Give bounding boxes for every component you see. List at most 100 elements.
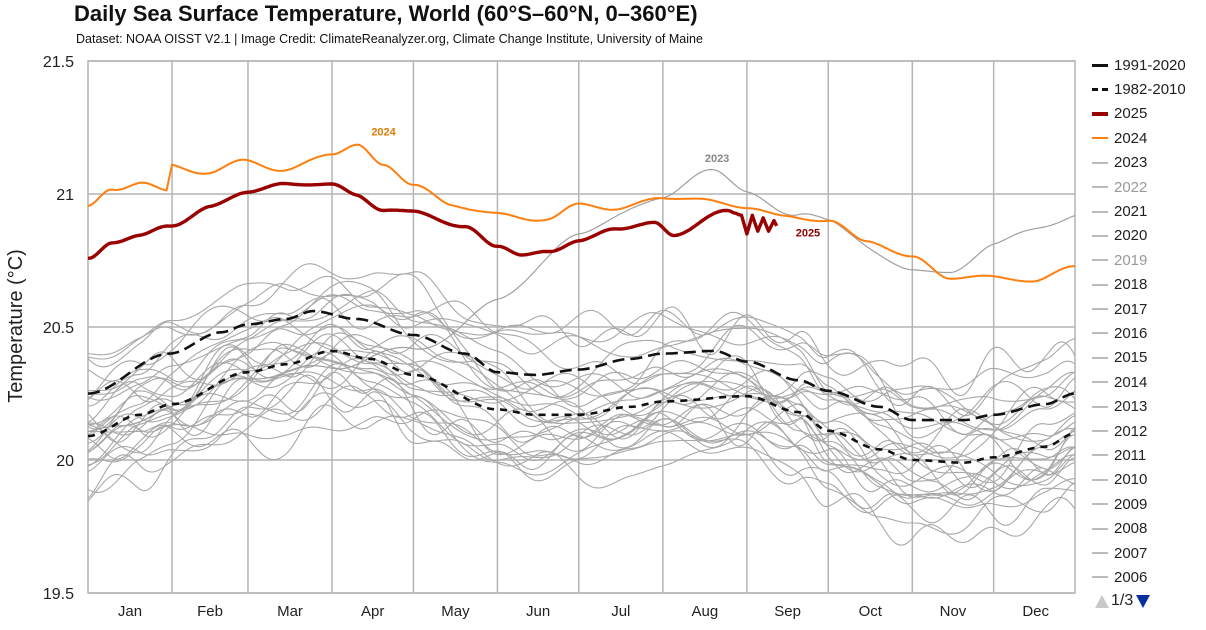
legend-item-2025[interactable]: 2025	[1092, 102, 1206, 126]
legend-label: 2022	[1114, 178, 1148, 196]
series-line-2025	[87, 181, 779, 260]
series-line-2012	[87, 342, 1076, 498]
series-line-earlier-years-9	[87, 325, 1076, 454]
legend-swatch-icon	[1092, 308, 1108, 311]
legend-label: 2013	[1114, 398, 1148, 416]
legend-label: 2025	[1114, 105, 1148, 123]
y-tick-label: 20	[56, 453, 74, 470]
legend-label: 2017	[1114, 300, 1148, 318]
legend-item-2015[interactable]: 2015	[1092, 346, 1206, 370]
legend-page-down-icon[interactable]	[1136, 594, 1151, 608]
legend-swatch-icon	[1092, 527, 1108, 530]
legend-label: 2014	[1114, 373, 1148, 391]
legend-item-2022[interactable]: 2022	[1092, 175, 1206, 199]
legend-label: 2008	[1114, 520, 1148, 538]
series-line-2018	[87, 323, 1076, 487]
series-line-earlier-years-10	[88, 304, 1076, 442]
legend-label: 1982-2010	[1114, 81, 1186, 99]
legend-label: 2006	[1114, 568, 1148, 586]
legend-item-1982-2010[interactable]: 1982-2010	[1092, 77, 1206, 101]
legend-item-2016[interactable]: 2016	[1092, 321, 1206, 345]
legend-item-2013[interactable]: 2013	[1092, 394, 1206, 418]
legend-label: 2023	[1114, 154, 1148, 172]
annotation-2024: 2024	[371, 126, 396, 138]
legend-item-2014[interactable]: 2014	[1092, 370, 1206, 394]
series-line-2015	[87, 297, 1076, 439]
legend-label: 2009	[1114, 495, 1148, 513]
legend-label: 2016	[1114, 324, 1148, 342]
y-tick-label: 21.5	[43, 54, 74, 71]
legend-swatch-icon	[1092, 259, 1108, 262]
legend-swatch-icon	[1092, 186, 1108, 189]
series-line-earlier-years-6	[87, 349, 1076, 490]
legend-item-2024[interactable]: 2024	[1092, 126, 1206, 150]
series-line-earlier-years-11	[87, 280, 1076, 431]
series-line-earlier-years-15	[87, 275, 1076, 417]
legend-item-2023[interactable]: 2023	[1092, 151, 1206, 175]
series-line-2008	[87, 409, 1076, 509]
x-tick-label: Aug	[692, 603, 719, 620]
legend-swatch-icon	[1092, 503, 1108, 506]
legend-item-2019[interactable]: 2019	[1092, 248, 1206, 272]
x-tick-label: Apr	[361, 603, 384, 620]
grid-lines	[87, 60, 1076, 594]
series-line-earlier-years-3	[87, 371, 1076, 506]
x-tick-label: May	[441, 603, 470, 620]
legend-label: 2019	[1114, 251, 1148, 269]
legend-swatch-icon	[1092, 88, 1108, 92]
x-tick-label: Nov	[940, 603, 967, 620]
x-tick-label: Sep	[774, 603, 801, 620]
legend-item-2008[interactable]: 2008	[1092, 516, 1206, 540]
chart-subtitle: Dataset: NOAA OISST V2.1 | Image Credit:…	[76, 32, 703, 46]
legend-label: 2021	[1114, 203, 1148, 221]
series-line-1982-2010	[87, 349, 1076, 465]
legend-swatch-icon	[1092, 576, 1108, 579]
annotations: 2024 2023 2025	[371, 126, 820, 239]
legend-item-2011[interactable]: 2011	[1092, 443, 1206, 467]
legend-item-2007[interactable]: 2007	[1092, 541, 1206, 565]
series-line-2006	[87, 358, 1076, 501]
legend-swatch-icon	[1092, 332, 1108, 335]
series-line-2021	[87, 317, 1076, 470]
highlight-series-lines	[87, 143, 1076, 465]
legend-label: 2012	[1114, 422, 1148, 440]
legend-swatch-icon	[1092, 552, 1108, 554]
legend-label: 2010	[1114, 471, 1148, 489]
legend-item-2021[interactable]: 2021	[1092, 199, 1206, 223]
legend-item-2017[interactable]: 2017	[1092, 297, 1206, 321]
series-line-earlier-years-1	[87, 385, 1076, 526]
legend-label: 2011	[1114, 446, 1147, 464]
legend-label: 2015	[1114, 349, 1148, 367]
legend-item-2010[interactable]: 2010	[1092, 468, 1206, 492]
chart-title: Daily Sea Surface Temperature, World (60…	[74, 1, 698, 26]
legend-item-2018[interactable]: 2018	[1092, 273, 1206, 297]
legend-item-1991-2020[interactable]: 1991-2020	[1092, 53, 1206, 77]
legend-page-up-icon[interactable]	[1095, 594, 1109, 608]
legend-pager: 1/3	[1095, 592, 1151, 610]
legend-item-2009[interactable]: 2009	[1092, 492, 1206, 516]
legend-swatch-icon	[1092, 234, 1108, 237]
series-line-earlier-years-13	[87, 283, 1076, 395]
legend-swatch-icon	[1092, 161, 1108, 164]
legend-page-indicator: 1/3	[1111, 592, 1134, 609]
x-tick-label: Oct	[859, 603, 883, 620]
y-tick-label: 19.5	[43, 586, 74, 603]
series-line-earlier-years-14	[87, 404, 1076, 535]
plot-frame	[87, 60, 1076, 594]
x-tick-label: Dec	[1022, 603, 1049, 620]
series-line-earlier-years-0	[87, 374, 1076, 546]
x-tick-label: Mar	[277, 603, 303, 620]
legend-item-2020[interactable]: 2020	[1092, 224, 1206, 248]
legend-item-2006[interactable]: 2006	[1092, 565, 1206, 589]
legend-swatch-icon	[1092, 381, 1108, 384]
series-line-earlier-years-2	[87, 392, 1076, 514]
legend-item-2012[interactable]: 2012	[1092, 419, 1206, 443]
x-tick-label: Jun	[526, 603, 550, 620]
y-axis-label: Temperature (°C)	[5, 249, 27, 403]
y-tick-label: 21	[56, 187, 74, 204]
legend-label: 2018	[1114, 276, 1148, 294]
x-tick-label: Feb	[197, 603, 223, 620]
legend-label: 1991-2020	[1114, 56, 1186, 74]
series-line-2010	[87, 346, 1076, 457]
legend-swatch-icon	[1092, 63, 1108, 67]
